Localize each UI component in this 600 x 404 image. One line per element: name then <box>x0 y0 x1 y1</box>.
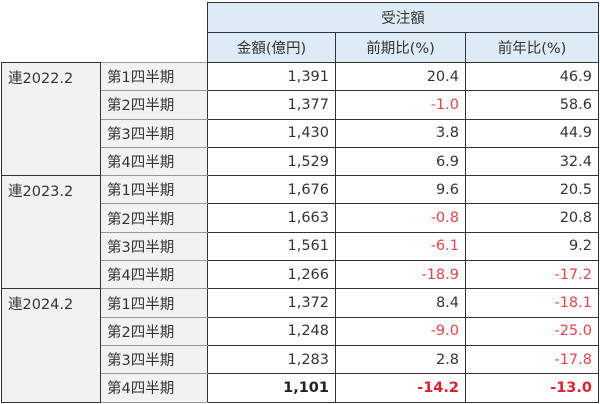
qoq-cell: 3.8 <box>335 118 466 148</box>
table-row: 第4四半期 1,266 -18.9 -17.2 <box>2 260 599 290</box>
quarter-cell: 第1四半期 <box>100 288 208 318</box>
qoq-cell: -0.8 <box>335 203 466 233</box>
qoq-cell: 20.4 <box>335 61 466 92</box>
table-row: 連2024.2 第1四半期 1,372 8.4 -18.1 <box>1 288 599 403</box>
table-row: 第3四半期 1,430 3.8 44.9 <box>2 118 599 148</box>
yoy-cell: -25.0 <box>465 316 599 346</box>
qoq-cell: -14.2 <box>335 373 466 403</box>
yoy-cell: 46.9 <box>465 61 599 92</box>
yoy-cell: 20.5 <box>465 175 599 205</box>
header-row-columns: 金額(億円) 前期比(%) 前年比(%) <box>2 32 599 63</box>
table-row: 第3四半期 1,561 -6.1 9.2 <box>2 231 599 262</box>
qoq-cell: 2.8 <box>335 344 466 375</box>
yoy-cell: 9.2 <box>465 231 599 262</box>
yoy-cell: 32.4 <box>465 146 599 177</box>
quarter-cell: 第1四半期 <box>100 61 208 92</box>
header-group-orders: 受注額 <box>207 2 599 33</box>
quarter-cell: 第1四半期 <box>100 175 208 205</box>
header-amount: 金額(億円) <box>207 32 336 63</box>
quarter-cell: 第2四半期 <box>100 203 208 233</box>
table-row: 連2022.2 第1四半期 1,391 20.4 46.9 <box>1 61 599 177</box>
amount-cell: 1,248 <box>207 316 336 346</box>
fiscal-year-cell: 連2022.2 <box>1 61 101 177</box>
qoq-cell: -18.9 <box>335 260 466 290</box>
amount-cell: 1,377 <box>207 90 336 120</box>
qoq-cell: -6.1 <box>335 231 466 262</box>
quarter-cell: 第4四半期 <box>100 260 208 290</box>
yoy-cell: 44.9 <box>465 118 599 148</box>
table-row: 第2四半期 1,377 -1.0 58.6 <box>2 90 599 120</box>
amount-cell: 1,676 <box>207 175 336 205</box>
amount-cell: 1,391 <box>207 61 336 92</box>
amount-cell: 1,283 <box>207 344 336 375</box>
blank-corner <box>2 3 208 33</box>
yoy-cell: -13.0 <box>465 373 599 403</box>
qoq-cell: 9.6 <box>335 175 466 205</box>
header-yoy: 前年比(%) <box>465 32 599 63</box>
qoq-cell: 6.9 <box>335 146 466 177</box>
amount-cell: 1,266 <box>207 260 336 290</box>
quarter-cell: 第3四半期 <box>100 344 208 375</box>
header-qoq: 前期比(%) <box>335 32 466 63</box>
amount-cell: 1,529 <box>207 146 336 177</box>
fiscal-year-cell: 連2024.2 <box>1 288 101 403</box>
amount-cell: 1,663 <box>207 203 336 233</box>
table-row: 第4四半期 1,101 -14.2 -13.0 <box>2 373 599 403</box>
blank-corner <box>2 33 208 63</box>
qoq-cell: -1.0 <box>335 90 466 120</box>
amount-cell: 1,101 <box>207 373 336 403</box>
amount-cell: 1,430 <box>207 118 336 148</box>
table-row: 第4四半期 1,529 6.9 32.4 <box>2 146 599 177</box>
yoy-cell: -17.2 <box>465 260 599 290</box>
yoy-cell: 58.6 <box>465 90 599 120</box>
header-row-group: 受注額 <box>2 2 599 33</box>
yoy-cell: -18.1 <box>465 288 599 318</box>
quarter-cell: 第3四半期 <box>100 118 208 148</box>
table-row: 連2023.2 第1四半期 1,676 9.6 20.5 <box>1 175 599 290</box>
qoq-cell: -9.0 <box>335 316 466 346</box>
table-row: 第2四半期 1,663 -0.8 20.8 <box>2 203 599 233</box>
yoy-cell: 20.8 <box>465 203 599 233</box>
quarter-cell: 第2四半期 <box>100 316 208 346</box>
quarter-cell: 第4四半期 <box>100 146 208 177</box>
quarter-cell: 第3四半期 <box>100 231 208 262</box>
quarter-cell: 第2四半期 <box>100 90 208 120</box>
quarter-cell: 第4四半期 <box>100 373 208 403</box>
amount-cell: 1,372 <box>207 288 336 318</box>
amount-cell: 1,561 <box>207 231 336 262</box>
fiscal-year-cell: 連2023.2 <box>1 175 101 290</box>
qoq-cell: 8.4 <box>335 288 466 318</box>
yoy-cell: -17.8 <box>465 344 599 375</box>
